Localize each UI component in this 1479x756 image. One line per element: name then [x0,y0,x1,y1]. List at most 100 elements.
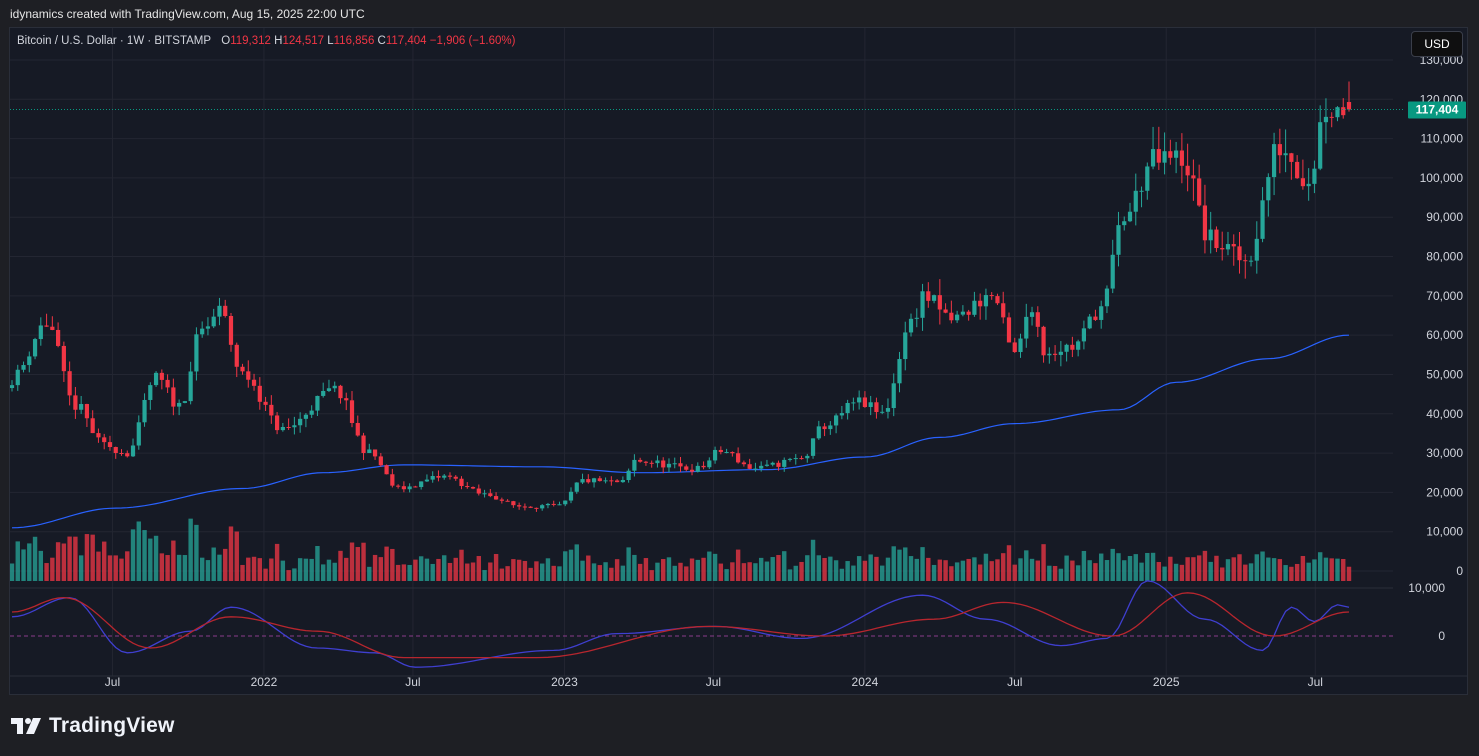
volume-bar [557,566,562,581]
volume-bar [50,557,55,581]
candle [292,416,297,435]
candle [84,403,90,427]
candle [1231,234,1236,266]
candle [188,361,193,405]
candle [684,464,689,472]
candle [1289,152,1294,180]
candle [171,378,176,416]
candle [891,373,896,417]
volume-bar [678,562,683,581]
tradingview-logo[interactable]: TradingView [11,714,175,738]
candle [182,400,187,404]
volume-bar [661,559,666,581]
candle [153,371,159,387]
volume-bar [666,557,672,581]
volume-bar [1098,553,1104,581]
candle [695,462,700,473]
brand-name: TradingView [49,714,175,737]
volume-bar [1001,553,1006,581]
candle [430,471,435,483]
volume-bar [424,558,430,581]
volume-bar [1081,550,1087,581]
candle [1260,187,1265,243]
volume-bar [1323,557,1329,581]
candle [845,399,850,420]
candle [205,317,211,336]
volume-bar [90,534,95,581]
candle [223,299,228,318]
time-tick-label: 2025 [1153,675,1180,689]
candle [857,390,862,410]
volume-bar [960,560,966,581]
candle [56,322,61,348]
volume-bar [194,524,199,581]
price-tick-label: 0 [1456,564,1463,578]
volume-bar [1208,561,1213,581]
candle [557,501,562,506]
candle [459,476,464,490]
volume-bar [1346,566,1352,581]
chart-panel[interactable]: 0 10,000 20,000 30,000 40,000 50,000 60,000 70,… [9,27,1468,695]
volume-bar [920,547,925,581]
candle [943,303,948,314]
volume-bar [966,558,971,581]
volume-bar [989,561,994,581]
volume-bar [758,557,764,581]
candle [1116,211,1121,267]
candle [689,464,695,476]
candle [1179,133,1184,184]
volume-bar [251,556,257,581]
candle [257,377,262,410]
candle [672,457,677,469]
candle [1001,291,1006,324]
chart-canvas[interactable]: 0 10,000 20,000 30,000 40,000 50,000 60,000 70,… [10,28,1467,694]
candle [1300,159,1305,190]
candle [1012,337,1017,353]
volume-bar [1248,563,1254,581]
volume-bar [395,564,401,581]
candle [1139,186,1144,208]
volume-bar [1225,559,1231,581]
low-label: L [327,35,334,47]
volume-bar [211,547,216,581]
volume-bar [718,563,724,581]
candle [603,477,608,484]
volume-bar [580,560,585,581]
volume-bar [603,562,608,581]
volume-bar [1220,567,1225,581]
candle [125,450,130,458]
candle [338,384,343,404]
candle [1035,306,1040,338]
volume-bar [995,559,1000,581]
volume-bar [292,568,297,581]
volume-bar [1150,552,1156,581]
volume-bar [1335,558,1340,581]
volume-bar [880,565,885,581]
volume-bar [361,542,366,581]
candle [378,453,383,467]
volume-bar [280,560,286,581]
volume-bar [914,558,919,581]
volume-bar [1196,555,1202,581]
candle [1168,139,1173,165]
volume-bar [937,559,943,581]
candle [655,455,660,468]
volume-bar [384,546,389,581]
candle [1283,129,1288,173]
volume-bar [908,556,914,581]
volume-bar [897,549,902,581]
currency-button[interactable]: USD [1411,31,1463,57]
volume-bar [349,542,355,581]
price-tick-label: 70,000 [1426,289,1463,303]
volume-bar [332,562,337,581]
volume-bar [885,557,891,581]
high-value: 124,517 [282,35,325,47]
volume-bar [747,562,752,581]
candle [493,492,499,500]
volume-bar [730,562,735,581]
candle [1202,184,1208,254]
candle [1191,159,1196,201]
candle [107,435,113,451]
candle [263,396,268,411]
candle [194,327,199,381]
